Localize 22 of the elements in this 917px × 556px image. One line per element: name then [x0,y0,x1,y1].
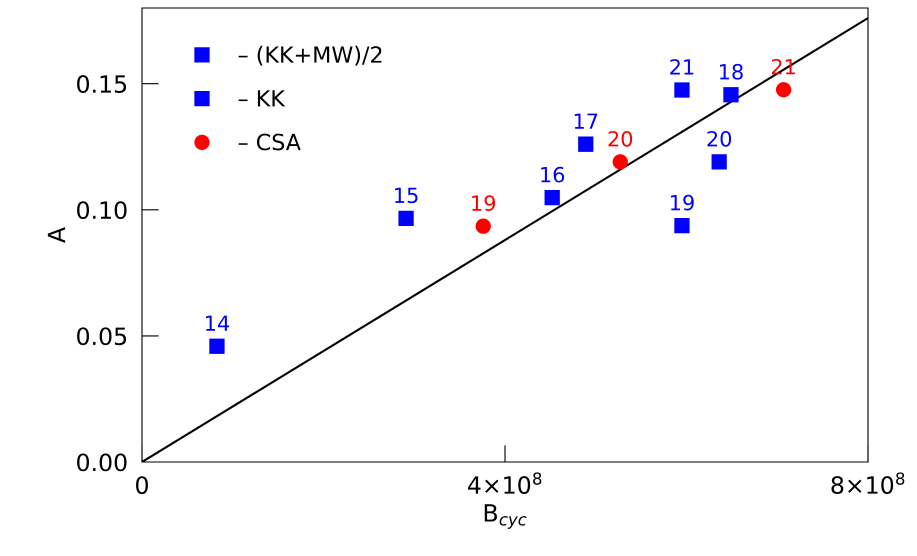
x-tick-label: 8×10$^{8}$ [831,472,904,494]
annotation: 14 [206,316,230,331]
x-tick-label: 0 [136,476,148,494]
y-axis-title: A [48,227,66,243]
annotation: 21 [670,59,694,75]
annotation: 19 [472,195,496,212]
annotation: 18 [720,64,743,80]
annotation: 15 [395,188,418,204]
y-tick-label: 0.10 [77,201,127,220]
x-axis-title: B$_{cyc}$ [484,504,527,529]
y-tick-label: 0.00 [77,453,127,472]
annotation: 17 [574,114,598,129]
y-tick-label: 0.05 [77,327,126,346]
legend-label: – CSA [238,134,301,150]
annotation: 20 [608,130,632,147]
annotation: 19 [670,194,694,211]
annotation: 20 [707,130,732,147]
legend-label: – KK [238,90,286,106]
y-tick-label: 0.15 [77,75,126,93]
x-tick-label: 4×10$^{8}$ [468,472,542,494]
annotation: 16 [541,166,564,183]
legend-label: – (KK+MW)/2 [238,46,382,66]
